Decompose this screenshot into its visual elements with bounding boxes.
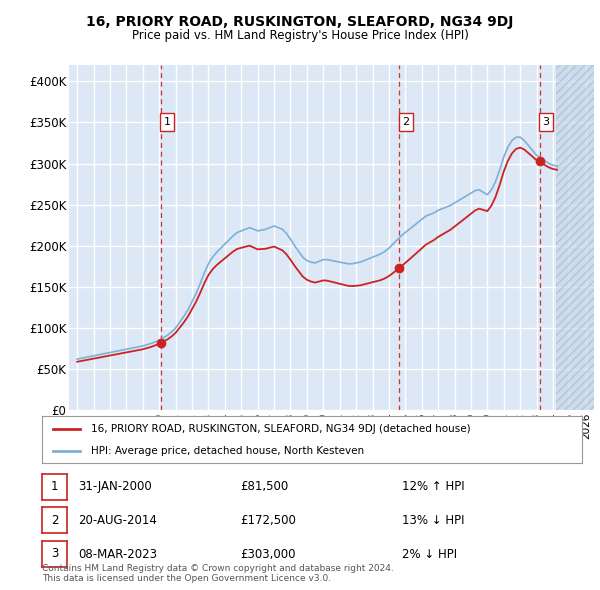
Text: 3: 3 bbox=[51, 548, 58, 560]
Text: 16, PRIORY ROAD, RUSKINGTON, SLEAFORD, NG34 9DJ (detached house): 16, PRIORY ROAD, RUSKINGTON, SLEAFORD, N… bbox=[91, 424, 470, 434]
Text: £303,000: £303,000 bbox=[240, 548, 296, 560]
Text: 2% ↓ HPI: 2% ↓ HPI bbox=[402, 548, 457, 560]
Text: 1: 1 bbox=[51, 480, 58, 493]
Text: 16, PRIORY ROAD, RUSKINGTON, SLEAFORD, NG34 9DJ: 16, PRIORY ROAD, RUSKINGTON, SLEAFORD, N… bbox=[86, 15, 514, 30]
Text: HPI: Average price, detached house, North Kesteven: HPI: Average price, detached house, Nort… bbox=[91, 447, 364, 456]
Bar bbox=[556, 65, 594, 410]
Text: 3: 3 bbox=[542, 117, 550, 127]
Text: 1: 1 bbox=[164, 117, 170, 127]
Text: 12% ↑ HPI: 12% ↑ HPI bbox=[402, 480, 464, 493]
Text: £172,500: £172,500 bbox=[240, 514, 296, 527]
Text: Contains HM Land Registry data © Crown copyright and database right 2024.
This d: Contains HM Land Registry data © Crown c… bbox=[42, 563, 394, 583]
Text: 2: 2 bbox=[403, 117, 410, 127]
Text: 2: 2 bbox=[51, 514, 58, 527]
Text: £81,500: £81,500 bbox=[240, 480, 288, 493]
Text: 20-AUG-2014: 20-AUG-2014 bbox=[78, 514, 157, 527]
Text: 13% ↓ HPI: 13% ↓ HPI bbox=[402, 514, 464, 527]
Text: 08-MAR-2023: 08-MAR-2023 bbox=[78, 548, 157, 560]
Text: Price paid vs. HM Land Registry's House Price Index (HPI): Price paid vs. HM Land Registry's House … bbox=[131, 29, 469, 42]
Text: 31-JAN-2000: 31-JAN-2000 bbox=[78, 480, 152, 493]
